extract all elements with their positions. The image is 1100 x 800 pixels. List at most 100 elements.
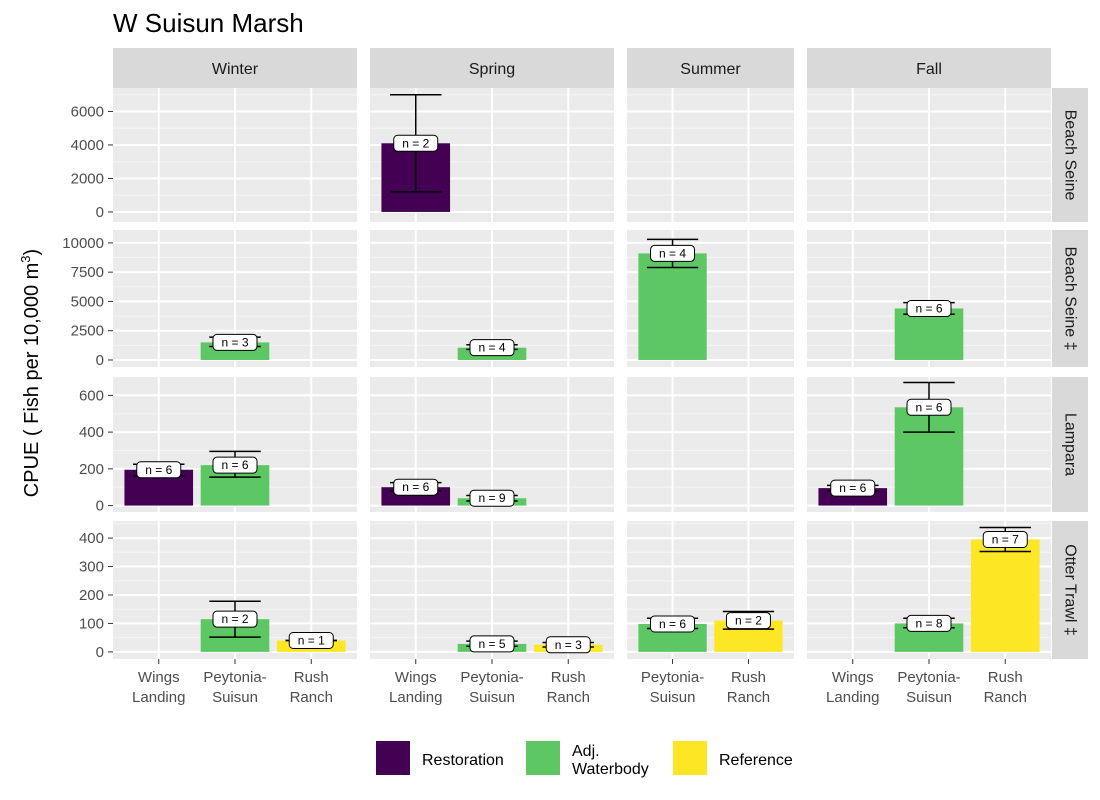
legend-label: Reference [719, 752, 793, 769]
n-label-box [212, 333, 258, 351]
x-tick-label: Peytonia- [897, 669, 960, 686]
y-tick-label: 2000 [71, 170, 104, 187]
y-tick-label: 200 [79, 461, 104, 478]
method-strip-beach_seine_dd [1052, 230, 1088, 367]
panel-beach_seine-summer [627, 88, 794, 222]
method-strip-label-otter_trawl: Otter Trawl ‡ [1062, 544, 1079, 636]
y-axis-label-end: ) [21, 249, 43, 256]
facet-panels: Winter Spring Summer Fall Beach Seine Beach S… [18, 48, 1088, 706]
x-tick-label: Wings [395, 669, 437, 686]
legend-item-2: Reference [673, 741, 793, 775]
n-label-box [212, 610, 258, 628]
facet-strip-label-summer: Summer [680, 61, 741, 78]
n-label: n = 4 [659, 246, 686, 260]
y-tick-label: 0 [96, 644, 104, 661]
y-tick-label: 600 [79, 387, 104, 404]
n-label: n = 6 [659, 617, 686, 631]
x-tick-label: Peytonia- [641, 669, 704, 686]
n-label-box [469, 635, 515, 653]
n-label: n = 6 [839, 481, 866, 495]
method-strip-lampara [1052, 377, 1088, 512]
bar-group: n = 2 [200, 600, 270, 652]
legend-label: Restoration [422, 752, 504, 769]
y-axis-label-superscript: 3 [18, 255, 33, 262]
n-label: n = 4 [478, 341, 505, 355]
y-tick-label: 400 [79, 530, 104, 547]
n-label: n = 9 [478, 491, 505, 505]
x-tick-label: Rush [551, 669, 586, 686]
y-tick-label: 4000 [71, 137, 104, 154]
y-tick-label: 400 [79, 424, 104, 441]
n-label: n = 6 [402, 480, 429, 494]
bar-group: n = 6 [894, 299, 964, 360]
legend-label: Adj. [572, 743, 600, 760]
y-axis-label: CPUE ( Fish per 10,000 m3) [18, 249, 43, 497]
x-tick-label: Landing [132, 689, 185, 706]
n-label-box [393, 478, 439, 496]
facet-strip-label-fall: Fall [916, 61, 942, 78]
panel-lampara-summer [627, 377, 794, 512]
n-label-box [982, 530, 1028, 548]
y-tick-label: 100 [79, 615, 104, 632]
n-label: n = 2 [221, 612, 248, 626]
n-label-box [906, 398, 952, 416]
legend-key [673, 741, 707, 775]
facet-strip-label-winter: Winter [212, 61, 259, 78]
x-tick-label: Wings [138, 669, 180, 686]
n-label: n = 3 [555, 638, 582, 652]
y-tick-label: 0 [96, 498, 104, 515]
x-tick-label: Peytonia- [203, 669, 266, 686]
bar-group: n = 6 [818, 479, 888, 506]
chart-title: W Suisun Marsh [113, 8, 304, 38]
panel-background [627, 88, 794, 222]
facet-strip-spring [370, 48, 614, 88]
n-label: n = 2 [735, 614, 762, 628]
bar-group: n = 6 [894, 381, 964, 506]
n-label-box [288, 632, 334, 650]
method-strip-label-lampara: Lampara [1062, 413, 1079, 476]
x-tick-label: Suisun [906, 689, 952, 706]
legend-key [376, 741, 410, 775]
n-label: n = 2 [402, 136, 429, 150]
x-tick-label: Suisun [650, 689, 696, 706]
y-tick-label: 0 [96, 204, 104, 221]
n-label-box [906, 614, 952, 632]
facet-strip-fall [807, 48, 1051, 88]
n-label: n = 6 [145, 463, 172, 477]
x-tick-label: Rush [294, 669, 329, 686]
x-tick-label: Suisun [469, 689, 515, 706]
x-tick-label: Rush [731, 669, 766, 686]
n-label: n = 5 [478, 637, 505, 651]
bar-group: n = 4 [457, 339, 527, 360]
x-tick-label: Landing [389, 689, 442, 706]
panel-beach_seine-winter [113, 88, 357, 222]
bar-group: n = 6 [638, 615, 707, 652]
n-label: n = 1 [298, 634, 325, 648]
bar-group: n = 1 [276, 632, 346, 652]
n-label-box [725, 612, 771, 630]
y-tick-label: 6000 [71, 103, 104, 120]
n-label-box [469, 489, 515, 507]
panel-beach_seine-fall [807, 88, 1051, 222]
y-axis-label-main: CPUE ( Fish per 10,000 m [21, 263, 43, 498]
y-tick-label: 200 [79, 587, 104, 604]
legend-item-1: Adj.Waterbody [526, 741, 649, 778]
x-tick-label: Landing [826, 689, 879, 706]
n-label-box [212, 456, 258, 474]
n-label: n = 6 [915, 301, 942, 315]
n-label-box [650, 244, 696, 262]
n-label: n = 6 [221, 458, 248, 472]
y-tick-label: 300 [79, 559, 104, 576]
bar [894, 308, 964, 360]
bar-group: n = 3 [200, 333, 270, 360]
y-tick-label: 5000 [71, 293, 104, 310]
n-label: n = 6 [915, 400, 942, 414]
bar-group: n = 4 [638, 238, 707, 360]
n-label-box [393, 134, 439, 152]
n-label-box [906, 299, 952, 317]
bar-group: n = 7 [970, 526, 1040, 652]
bar-group: n = 6 [200, 450, 270, 506]
facet-strip-label-spring: Spring [469, 61, 515, 78]
panel-lampara-spring [370, 377, 614, 512]
